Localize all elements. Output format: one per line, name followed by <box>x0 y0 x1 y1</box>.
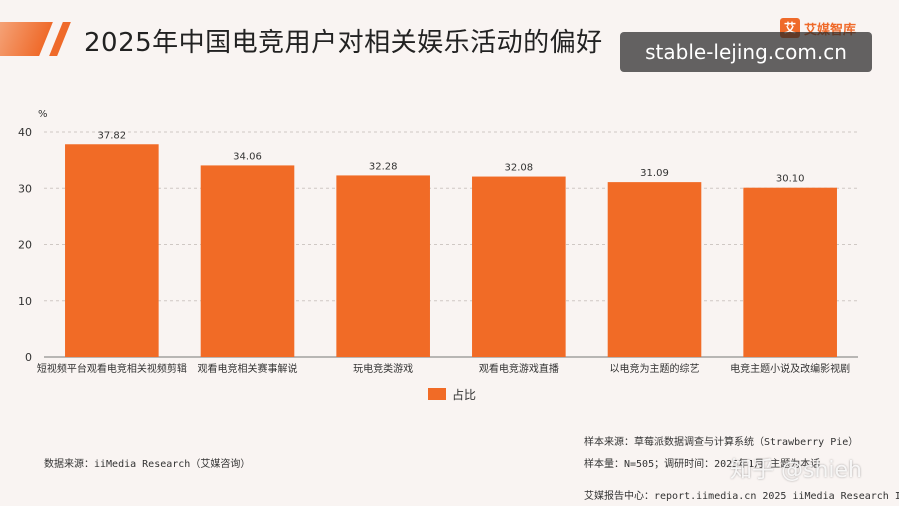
bar <box>336 175 430 357</box>
bar <box>743 187 837 357</box>
sample-source: 样本来源：草莓派数据调查与计算系统（Strawberry Pie） <box>584 437 859 448</box>
data-label: 34.06 <box>233 151 262 162</box>
data-label: 31.09 <box>640 168 669 179</box>
bar <box>472 176 566 357</box>
data-label: 30.10 <box>776 174 805 185</box>
data-label: 32.08 <box>505 163 534 174</box>
y-tick-label: 20 <box>18 239 32 252</box>
x-tick-label: 观看电竞相关赛事解说 <box>198 362 298 375</box>
legend-swatch <box>428 388 446 400</box>
bar <box>200 165 295 357</box>
x-tick-label: 短视频平台观看电竞相关视频剪辑 <box>37 362 187 375</box>
bar-chart: % 0 10 20 30 40 37.82 短视频平台观看电竞相关视频剪辑 34.06 观看电竞相… <box>18 109 858 375</box>
report-center: 艾媒报告中心：report.iimedia.cn 2025 iiMedia Re… <box>584 491 899 502</box>
legend-label: 占比 <box>452 388 477 402</box>
title-stripe-decoration <box>0 22 53 56</box>
data-label: 37.82 <box>98 130 127 141</box>
x-tick-label: 电竞主题小说及改编影视剧 <box>730 362 850 375</box>
y-tick-label: 30 <box>18 182 32 195</box>
y-tick-label: 10 <box>18 295 32 308</box>
data-source: 数据来源：iiMedia Research（艾媒咨询） <box>44 459 251 470</box>
title-stripe-decoration <box>49 22 71 56</box>
site-watermark: stable-lejing.com.cn <box>620 32 872 72</box>
x-tick-label: 观看电竞游戏直播 <box>479 362 559 375</box>
title-bar: 2025年中国电竞用户对相关娱乐活动的偏好 <box>0 14 899 64</box>
zhihu-watermark: 知乎 @shieh <box>730 458 862 483</box>
sample-size: 样本量：N=505；调研时间：2025年1月 主题为本话 <box>584 459 821 470</box>
x-tick-label: 玩电竞类游戏 <box>353 362 413 375</box>
bar <box>607 182 702 357</box>
y-axis-unit: % <box>38 109 48 120</box>
x-tick-label: 以电竞为主题的综艺 <box>610 362 700 375</box>
page-title: 2025年中国电竞用户对相关娱乐活动的偏好 <box>84 28 603 58</box>
y-tick-label: 40 <box>18 126 32 139</box>
data-label: 32.28 <box>369 161 398 172</box>
y-tick-label: 0 <box>25 351 32 364</box>
bar <box>65 144 159 357</box>
